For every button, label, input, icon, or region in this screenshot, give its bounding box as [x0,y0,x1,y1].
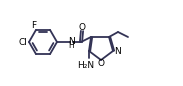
Text: H₂N: H₂N [77,60,95,69]
Text: N: N [68,36,74,45]
Text: F: F [31,21,37,30]
Text: H: H [68,41,74,50]
Text: N: N [114,47,120,55]
Text: O: O [79,23,85,31]
Text: O: O [98,60,104,69]
Text: Cl: Cl [18,37,27,47]
